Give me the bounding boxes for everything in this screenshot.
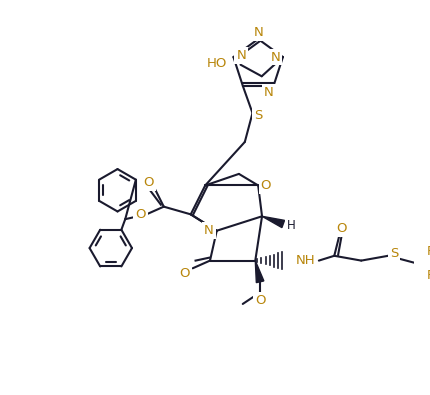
Text: O: O [261,179,271,192]
Text: N: N [270,51,280,64]
Text: NH: NH [296,254,315,267]
Text: O: O [255,293,265,307]
Text: N: N [204,224,214,237]
Text: N: N [264,87,273,99]
Text: F: F [427,269,430,282]
Text: N: N [253,26,263,39]
Text: S: S [254,109,262,122]
Text: H: H [286,219,295,232]
Text: N: N [236,49,246,62]
Text: HO: HO [207,57,227,70]
Text: O: O [336,222,346,235]
Text: S: S [390,247,398,260]
Text: F: F [427,245,430,258]
Text: O: O [180,267,190,280]
Text: O: O [143,176,154,189]
Polygon shape [255,261,264,283]
Polygon shape [262,216,285,228]
Text: O: O [135,208,146,221]
